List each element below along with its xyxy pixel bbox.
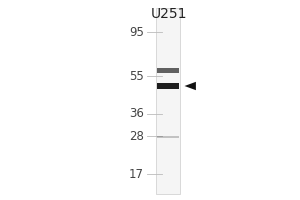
Polygon shape: [184, 82, 196, 90]
Text: 95: 95: [129, 25, 144, 38]
Text: 28: 28: [129, 130, 144, 142]
Text: 36: 36: [129, 107, 144, 120]
Bar: [156, 8, 180, 194]
Bar: [157, 68, 179, 73]
Text: 55: 55: [129, 70, 144, 82]
Text: U251: U251: [151, 7, 188, 21]
Text: 17: 17: [129, 168, 144, 180]
Bar: [157, 83, 179, 89]
Bar: [157, 136, 179, 138]
